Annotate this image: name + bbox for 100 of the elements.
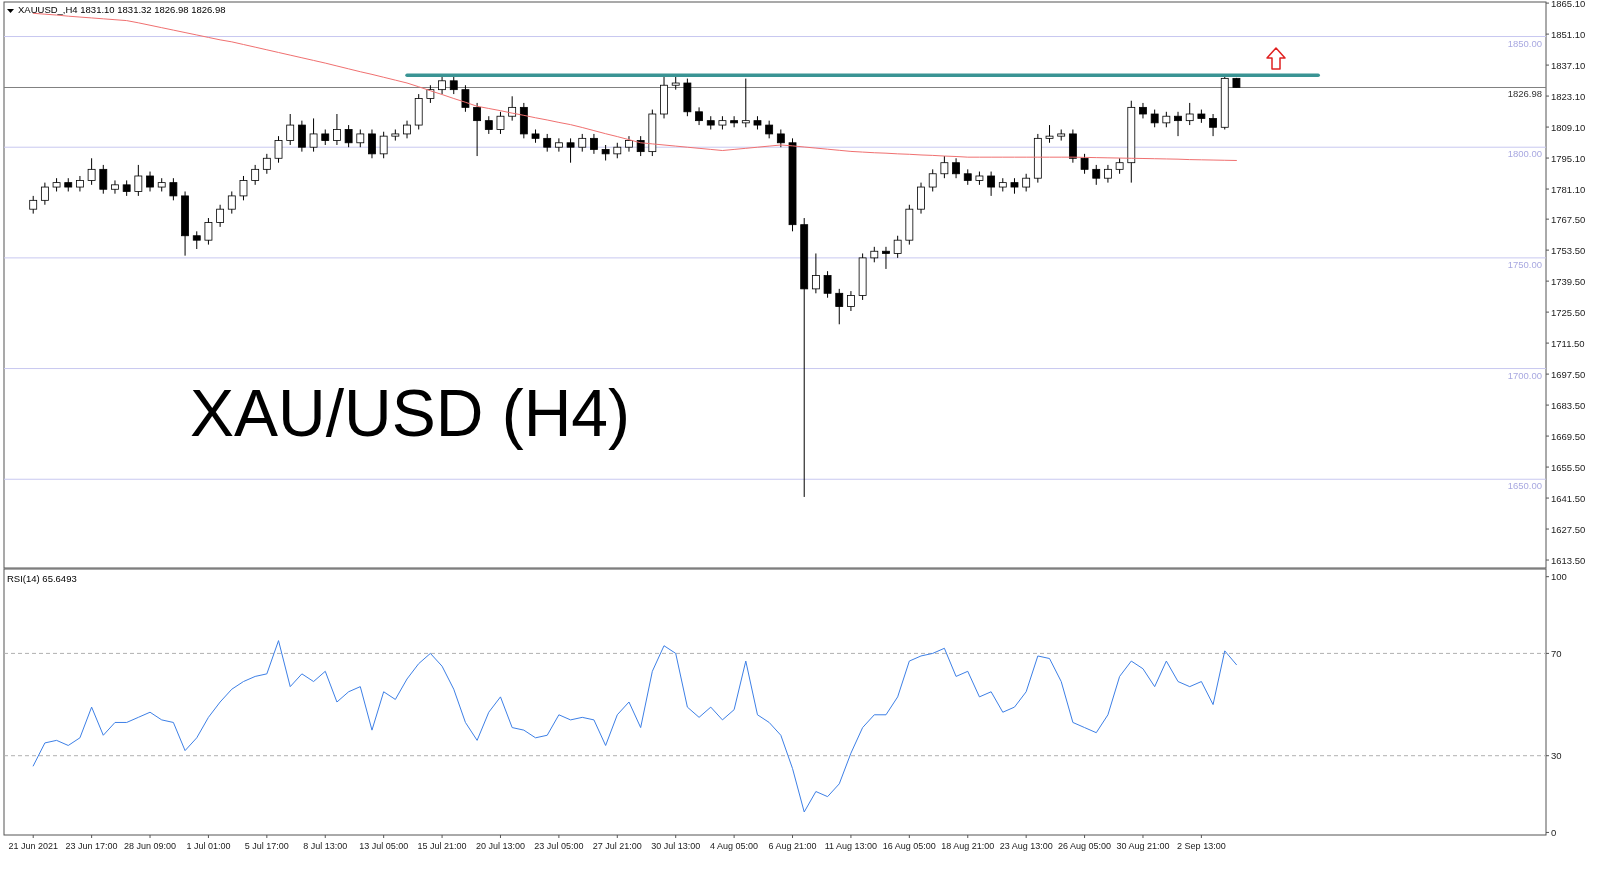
x-tick-label: 27 Jul 21:00 <box>592 841 642 851</box>
y-tick-label: 1809.10 <box>1551 121 1586 133</box>
line-series <box>32 640 1237 813</box>
x-tick-label: 13 Jul 05:00 <box>359 841 409 851</box>
y-tick-label: 0 <box>1551 826 1557 838</box>
x-tick-label: 8 Jul 13:00 <box>303 841 348 851</box>
candlestick <box>216 204 225 228</box>
x-tick-label: 30 Jul 13:00 <box>651 841 701 851</box>
y-tick-label: 1837.10 <box>1551 59 1586 71</box>
y-tick-label: 30 <box>1551 750 1562 762</box>
candlestick <box>811 252 820 294</box>
candlestick <box>169 177 178 201</box>
y-tick-label: 1739.50 <box>1551 275 1586 287</box>
candlestick <box>893 235 902 259</box>
candlestick <box>952 157 960 179</box>
candlestick <box>333 113 341 146</box>
ref-line-label: 1700.00 <box>1507 369 1542 381</box>
candlestick <box>847 290 855 312</box>
y-tick-label: 1725.50 <box>1551 306 1586 318</box>
candlestick <box>379 131 388 159</box>
y-tick-label: 1865.10 <box>1551 0 1586 9</box>
candlestick <box>590 133 598 155</box>
candlestick <box>239 175 248 201</box>
candlestick <box>496 111 505 135</box>
x-tick-label: 5 Jul 17:00 <box>244 841 289 851</box>
candlestick <box>987 171 996 197</box>
x-tick-label: 23 Aug 13:00 <box>999 841 1053 851</box>
x-tick-label: 16 Aug 05:00 <box>882 841 936 851</box>
candlestick <box>297 120 306 153</box>
x-tick-label: 11 Aug 13:00 <box>824 841 878 851</box>
y-tick-label: 1655.50 <box>1551 461 1586 473</box>
chart-title: XAUUSD_,H4 1831.10 1831.32 1826.98 1826.98 <box>18 4 226 15</box>
candlestick <box>1209 113 1217 137</box>
candlestick <box>1092 164 1101 186</box>
candlestick <box>251 164 260 186</box>
text: RSI(14) 65.6493 <box>7 573 77 584</box>
candlestick <box>554 137 563 153</box>
candlestick <box>368 129 376 159</box>
candlestick <box>1185 102 1194 126</box>
x-tick-label: 20 Jul 13:00 <box>475 841 525 851</box>
ref-line-label: 1850.00 <box>1507 37 1542 49</box>
candlestick <box>741 78 750 128</box>
candlestick <box>461 84 470 113</box>
y-tick-label: 1697.50 <box>1551 368 1586 380</box>
y-tick-label: 1851.10 <box>1551 28 1586 40</box>
y-tick-label: 1641.50 <box>1551 492 1586 504</box>
x-tick-label: 15 Jul 21:00 <box>417 841 467 851</box>
x-tick-label: 2 Sep 13:00 <box>1177 841 1226 851</box>
candlestick <box>76 175 84 192</box>
x-tick-label: 23 Jul 05:00 <box>534 841 584 851</box>
candlestick <box>438 74 446 95</box>
y-tick-label: 1683.50 <box>1551 399 1586 411</box>
y-tick-label: 100 <box>1551 571 1567 583</box>
ref-line-label: 1750.00 <box>1507 258 1542 270</box>
candlestick <box>835 288 844 325</box>
candlestick <box>227 190 236 215</box>
candlestick <box>146 171 154 192</box>
candlestick <box>940 155 949 179</box>
candlestick <box>274 135 283 164</box>
x-tick-label: 1 Jul 01:00 <box>186 841 231 851</box>
x-tick-label: 28 Jun 09:00 <box>124 841 177 851</box>
y-tick-label: 70 <box>1551 647 1562 659</box>
candlestick <box>1139 102 1147 119</box>
candlestick <box>928 168 937 192</box>
candlestick <box>625 135 633 153</box>
y-tick-label: 1669.50 <box>1551 430 1586 442</box>
candlestick <box>1174 111 1182 137</box>
x-tick-label: 23 Jun 17:00 <box>65 841 118 851</box>
candlestick <box>204 217 213 246</box>
y-tick-label: 1613.50 <box>1551 554 1586 566</box>
x-tick-label: 4 Aug 05:00 <box>710 841 759 851</box>
x-tick-label: 21 Jun 2021 <box>8 841 58 851</box>
y-tick-label: 1627.50 <box>1551 523 1586 535</box>
candlestick <box>111 179 119 195</box>
candlestick <box>566 137 575 164</box>
candlestick <box>823 270 832 299</box>
y-tick-label: 1823.10 <box>1551 90 1586 102</box>
candlestick <box>40 182 49 206</box>
ref-line-label: 1826.98 <box>1507 88 1542 100</box>
candlestick <box>99 164 108 195</box>
ref-line-label: 1650.00 <box>1507 480 1542 492</box>
candlestick <box>286 113 295 146</box>
y-tick-label: 1781.10 <box>1551 183 1586 195</box>
candlestick <box>344 124 353 148</box>
annotation: XAU/USD (H4) <box>190 376 631 450</box>
candlestick <box>473 102 482 157</box>
x-tick-label: 6 Aug 21:00 <box>768 841 817 851</box>
candlestick <box>882 246 890 270</box>
candlestick <box>134 164 143 197</box>
candlestick <box>262 153 271 175</box>
candlestick <box>508 95 517 122</box>
candlestick <box>87 157 96 186</box>
y-tick-label: 1795.10 <box>1551 152 1586 164</box>
candlestick <box>917 182 925 215</box>
y-tick-label: 1753.50 <box>1551 244 1586 256</box>
ref-line-label: 1800.00 <box>1507 148 1542 160</box>
y-tick-label: 1711.50 <box>1551 337 1585 349</box>
candlestick <box>730 115 739 128</box>
x-tick-label: 30 Aug 21:00 <box>1116 841 1170 851</box>
candlestick <box>1080 153 1089 175</box>
